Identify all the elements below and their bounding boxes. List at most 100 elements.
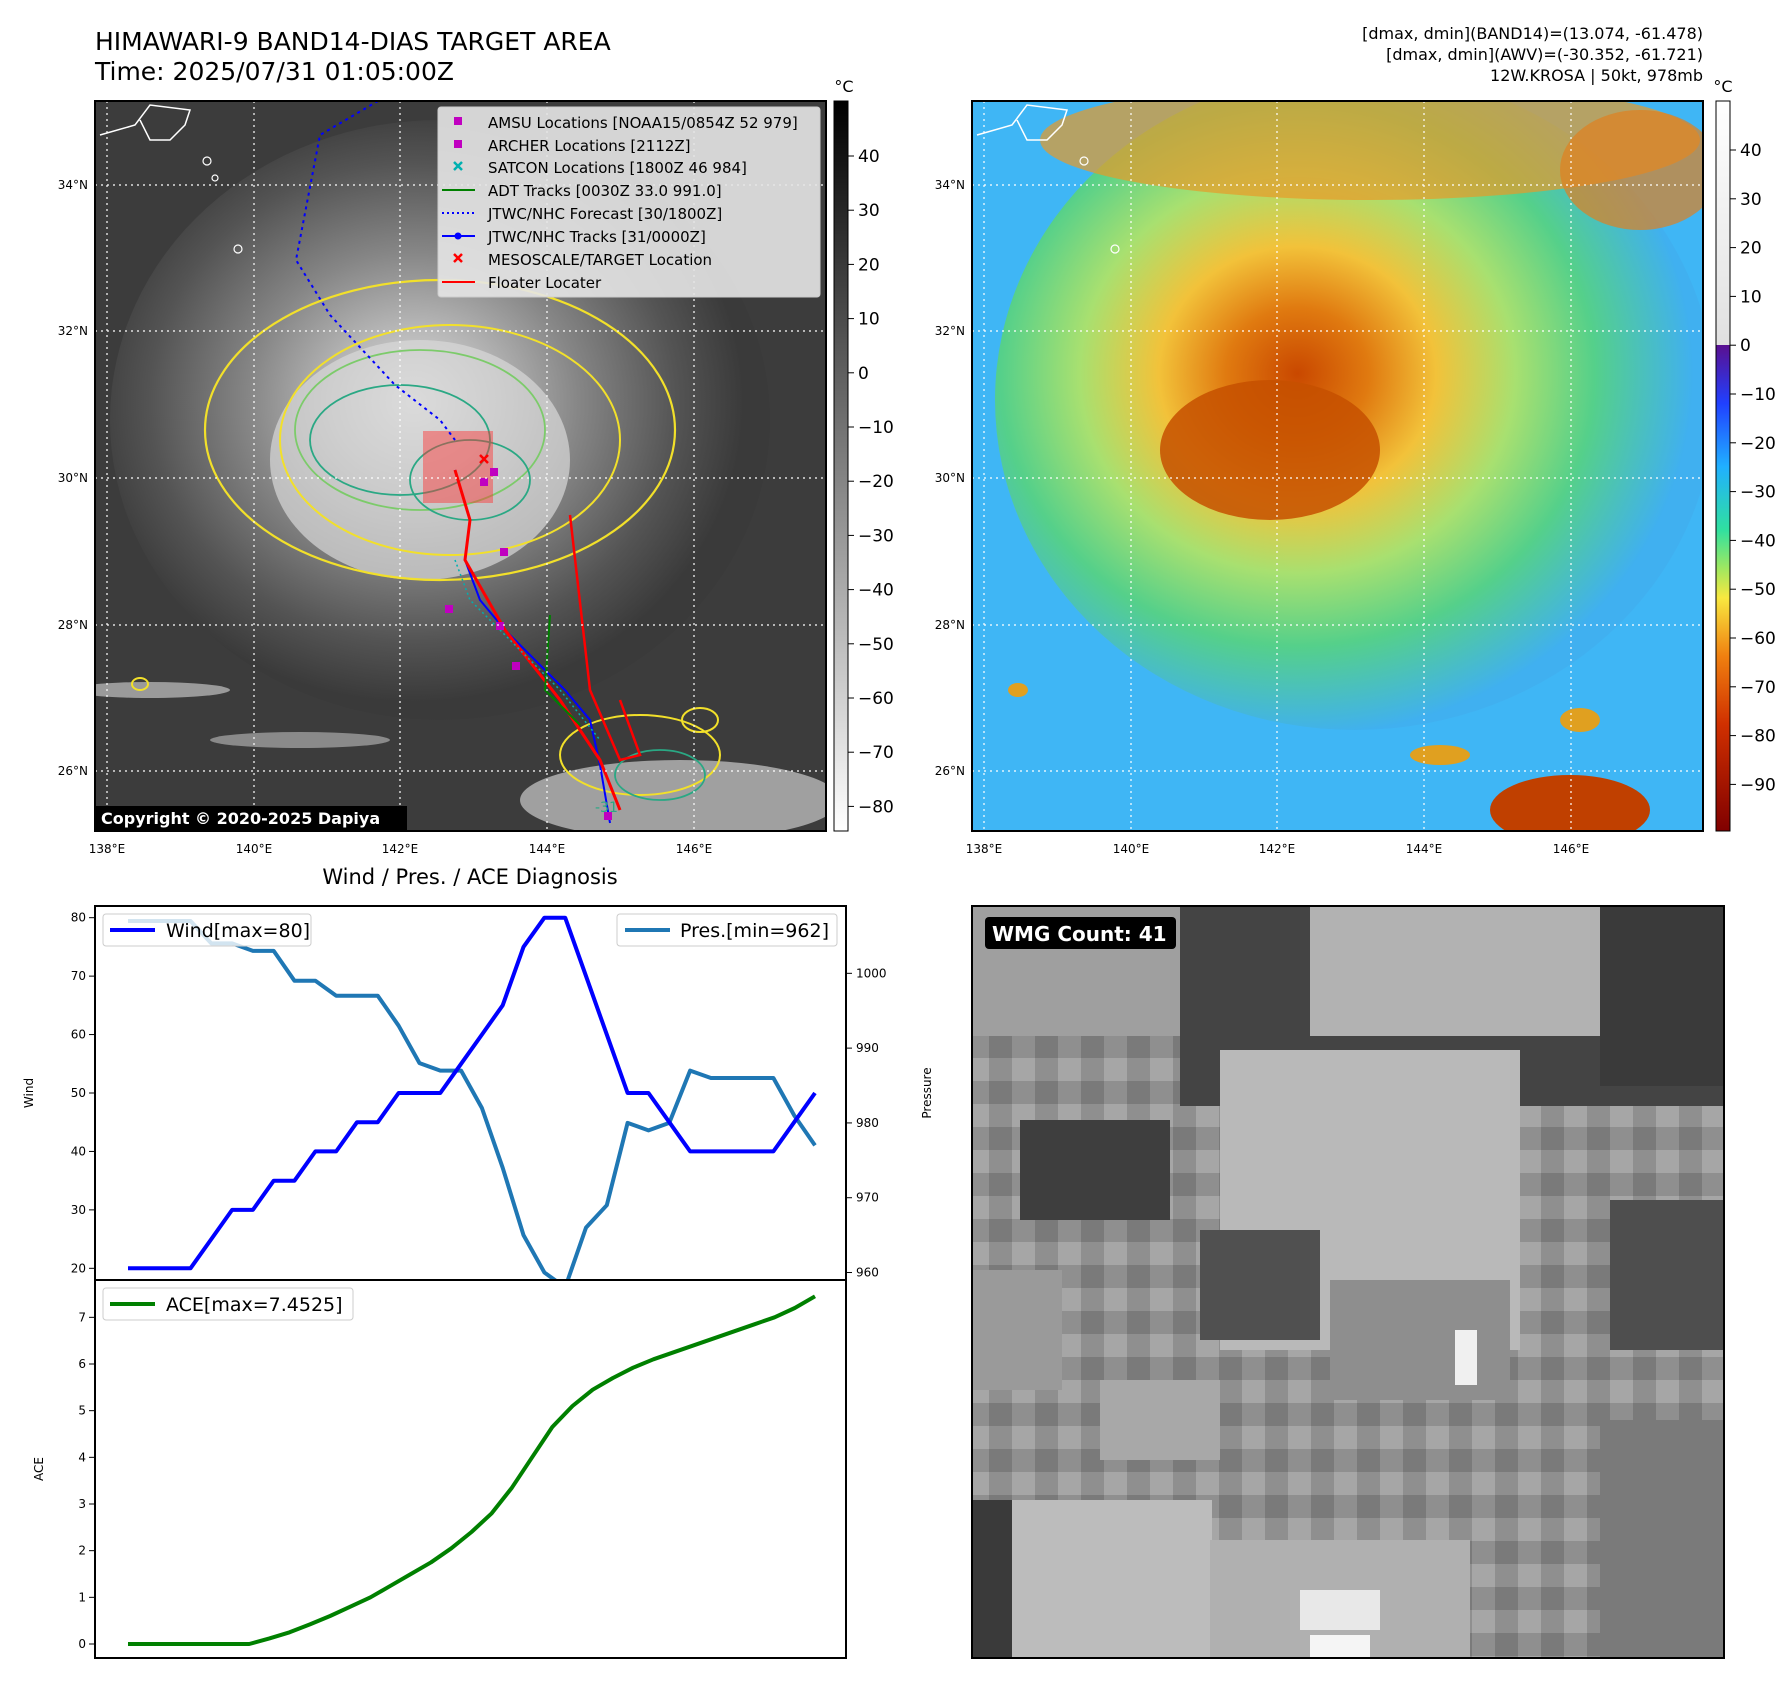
awv-lon-labels: 138°E 140°E 142°E 144°E 146°E	[966, 842, 1590, 856]
ir-lat-tick-4: 26°N	[58, 764, 88, 778]
header-right-line3: 12W.KROSA | 50kt, 978mb	[1490, 66, 1703, 85]
ace-series-line	[128, 1294, 817, 1646]
wind-series-line	[128, 915, 817, 1271]
legend-marker-mesoscale	[453, 253, 463, 263]
awv-colorbar-tick: 20	[1740, 239, 1762, 259]
awv-gridlines	[972, 101, 1703, 831]
legend-marker-archer	[454, 140, 462, 148]
wind-tick-label: 20	[71, 1261, 86, 1275]
diagnosis-title: Wind / Pres. / ACE Diagnosis	[322, 865, 617, 889]
pressure-axis-label: Pressure	[920, 1067, 934, 1118]
awv-colorbar-tick: −80	[1740, 727, 1776, 747]
wind-tick-label: 70	[71, 969, 86, 983]
awv-colorbar-unit: °C	[1713, 77, 1732, 96]
awv-colorbar-tick: −10	[1740, 385, 1776, 405]
awv-colorbar-tick: −90	[1740, 775, 1776, 795]
wind-axis-label: Wind	[22, 1078, 36, 1108]
legend-label-forecast: JTWC/NHC Forecast [30/1800Z]	[487, 205, 722, 223]
pressure-tick-label: 1000	[856, 966, 887, 980]
pressure-legend-label: Pres.[min=962]	[680, 920, 829, 942]
header-right-line2: [dmax, dmin](AWV)=(-30.352, -61.721)	[1386, 45, 1703, 64]
ace-tick-label: 6	[78, 1357, 86, 1371]
ir-colorbar-tick: −80	[858, 797, 894, 817]
wind-tick-label: 30	[71, 1203, 86, 1217]
header-right-line1: [dmax, dmin](BAND14)=(13.074, -61.478)	[1362, 24, 1703, 43]
awv-colorbar-tick: 0	[1740, 336, 1751, 356]
ir-lat-tick-3: 28°N	[58, 618, 88, 632]
awv-lat-tick-0: 34°N	[935, 178, 965, 192]
legend-label-mesoscale: MESOSCALE/TARGET Location	[488, 251, 712, 269]
awv-lat-tick-3: 28°N	[935, 618, 965, 632]
ir-lon-tick-4: 146°E	[676, 842, 713, 856]
ace-tick-label: 2	[78, 1544, 86, 1558]
awv-colorbar-tick: −50	[1740, 580, 1776, 600]
awv-colorbar-tick: 40	[1740, 141, 1762, 161]
ir-colorbar-tick: −50	[858, 635, 894, 655]
ir-lat-tick-0: 34°N	[58, 178, 88, 192]
ace-axis-label: ACE	[32, 1457, 46, 1481]
figure-title-line1: HIMAWARI-9 BAND14-DIAS TARGET AREA	[95, 27, 611, 56]
wind-tick-label: 40	[71, 1144, 86, 1158]
ir-colorbar-tick: −70	[858, 743, 894, 763]
pressure-tick-label: 970	[856, 1191, 879, 1205]
awv-lat-tick-4: 26°N	[935, 764, 965, 778]
awv-colorbar-tick: −30	[1740, 483, 1776, 503]
pressure-tick-label: 990	[856, 1041, 879, 1055]
ace-chart: 0 1 2 3 4 5 6 7 ACE ACE[max=7.4525]	[32, 1279, 847, 1659]
ir-lat-tick-2: 30°N	[58, 471, 88, 485]
ir-colorbar-tick: −10	[858, 418, 894, 438]
legend-label-satcon: SATCON Locations [1800Z 46 984]	[488, 159, 747, 177]
legend-marker-amsu	[454, 117, 462, 125]
wind-tick-label: 50	[71, 1086, 86, 1100]
ir-lon-tick-1: 140°E	[236, 842, 273, 856]
awv-colorbar-tick: −60	[1740, 629, 1776, 649]
copyright-box	[95, 806, 407, 831]
pressure-tick-label: 960	[856, 1266, 879, 1280]
ace-tick-label: 5	[78, 1404, 86, 1418]
legend-label-tracks: JTWC/NHC Tracks [31/0000Z]	[487, 228, 706, 246]
wmg-count-label: WMG Count: 41	[992, 922, 1167, 946]
pressure-legend: Pres.[min=962]	[616, 913, 838, 947]
legend-marker-satcon	[453, 161, 463, 171]
awv-colorbar: °C 40 30 20 10 0 −10 −20 −30 −40 −50 −60 −70 −80 −90	[1713, 77, 1776, 832]
ir-colorbar-unit: °C	[834, 77, 853, 96]
ir-contour-label: -31	[595, 800, 618, 816]
awv-map-panel: 34°N 32°N 30°N 28°N 26°N 138°E 140°E 142…	[935, 77, 1776, 856]
ace-tick-label: 4	[78, 1450, 86, 1464]
awv-colorbar-tick: −70	[1740, 678, 1776, 698]
legend-label-amsu: AMSU Locations [NOAA15/0854Z 52 979]	[488, 114, 798, 132]
wind-legend: Wind[max=80]	[102, 913, 312, 947]
awv-lon-tick-0: 138°E	[966, 842, 1003, 856]
ir-lon-tick-0: 138°E	[89, 842, 126, 856]
awv-lon-tick-1: 140°E	[1113, 842, 1150, 856]
ir-lat-tick-1: 32°N	[58, 324, 88, 338]
awv-lat-tick-1: 32°N	[935, 324, 965, 338]
ir-colorbar-tick: 30	[858, 201, 880, 221]
ir-lat-labels: 34°N 32°N 30°N 28°N 26°N	[58, 178, 88, 778]
ir-colorbar-tick: 40	[858, 147, 880, 167]
ir-lon-labels: 138°E 140°E 142°E 144°E 146°E	[89, 842, 713, 856]
ir-colorbar-tick: −20	[858, 472, 894, 492]
ir-legend: AMSU Locations [NOAA15/0854Z 52 979] ARC…	[437, 106, 821, 298]
ir-colorbar-tick: −40	[858, 581, 894, 601]
ir-colorbar-tick: −30	[858, 526, 894, 546]
legend-label-adt: ADT Tracks [0030Z 33.0 991.0]	[488, 182, 722, 200]
awv-colorbar-tick: 30	[1740, 190, 1762, 210]
legend-label-archer: ARCHER Locations [2112Z]	[488, 137, 691, 155]
figure-title-line2: Time: 2025/07/31 01:05:00Z	[94, 57, 454, 86]
ir-lon-tick-3: 144°E	[529, 842, 566, 856]
ir-colorbar-tick: 20	[858, 255, 880, 275]
ace-tick-label: 3	[78, 1497, 86, 1511]
pressure-series-line	[128, 919, 817, 1290]
ir-colorbar-tick: −60	[858, 689, 894, 709]
wind-legend-label: Wind[max=80]	[166, 920, 310, 942]
awv-lat-labels: 34°N 32°N 30°N 28°N 26°N	[935, 178, 965, 778]
copyright-text: Copyright © 2020-2025 Dapiya	[101, 809, 380, 828]
awv-colorbar-tick: 10	[1740, 287, 1762, 307]
ace-tick-label: 1	[78, 1590, 86, 1604]
ace-tick-label: 0	[78, 1637, 86, 1651]
ir-lon-tick-2: 142°E	[382, 842, 419, 856]
awv-lon-tick-2: 142°E	[1259, 842, 1296, 856]
awv-lon-tick-3: 144°E	[1406, 842, 1443, 856]
